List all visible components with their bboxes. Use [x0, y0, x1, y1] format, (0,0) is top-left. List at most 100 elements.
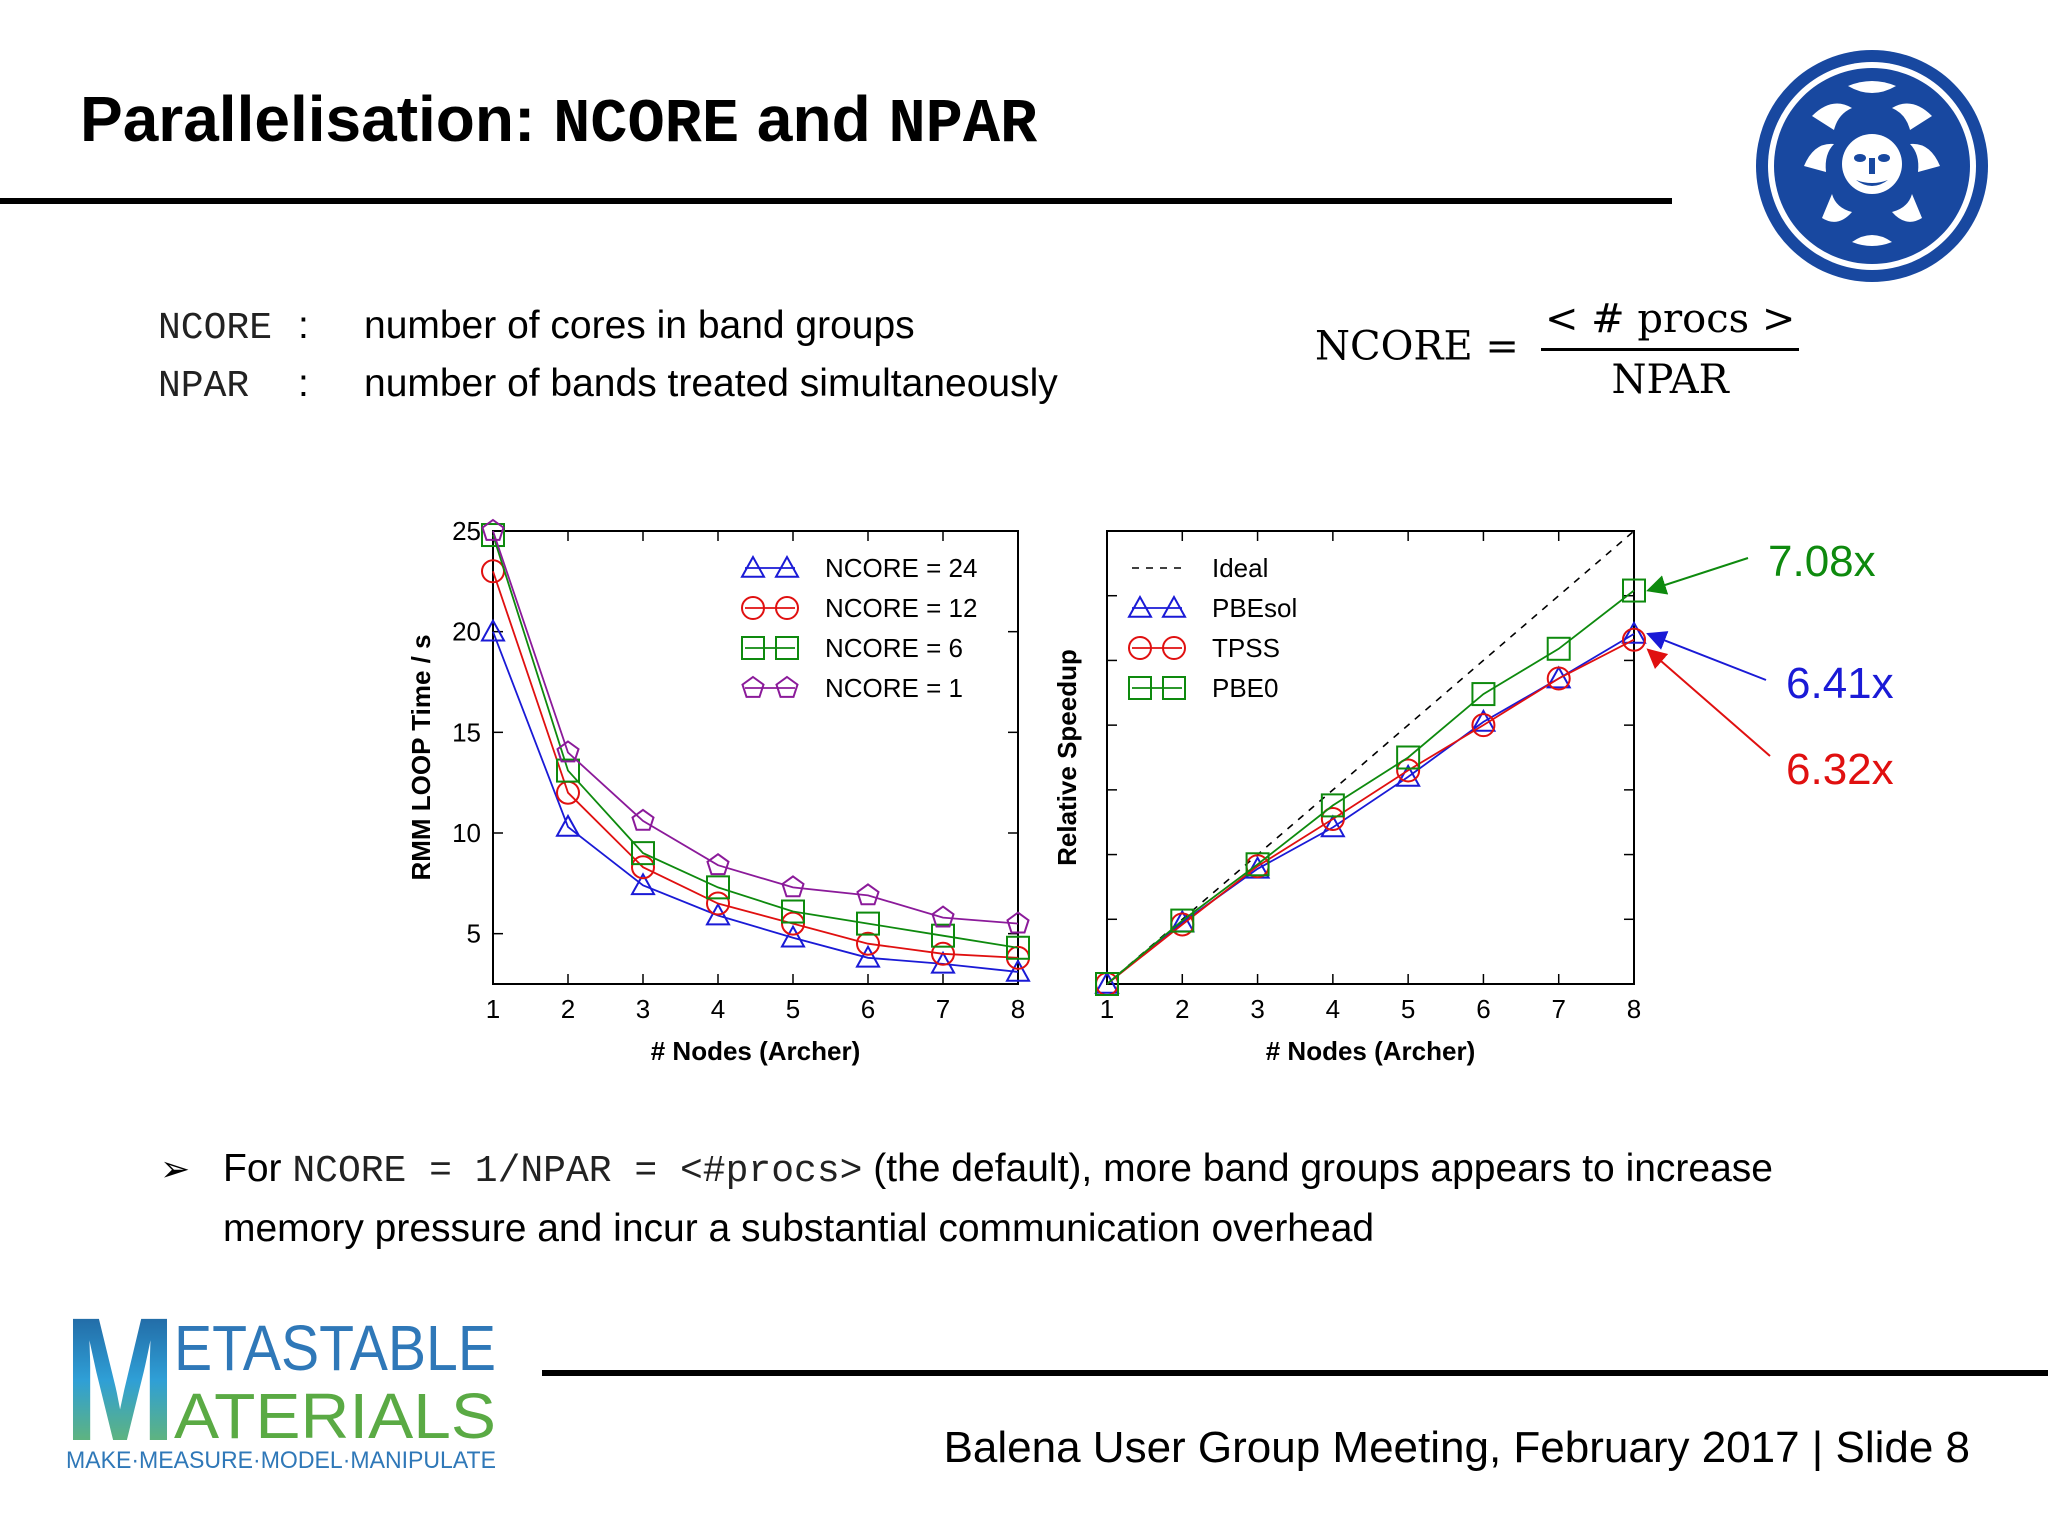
data-point [1471, 682, 1496, 707]
legend-label: PBEsol [1212, 593, 1297, 623]
data-point [555, 813, 581, 837]
legend-marker [775, 596, 799, 620]
legend-label: NCORE = 24 [825, 553, 977, 583]
legend-label: NCORE = 12 [825, 593, 977, 623]
legend-label: NCORE = 1 [825, 673, 963, 703]
y-axis-label: Relative Speedup [1052, 649, 1082, 866]
x-tick-label: 4 [1326, 994, 1340, 1024]
x-tick-label: 3 [1250, 994, 1264, 1024]
annotation-arrow [1646, 631, 1767, 681]
data-point [931, 923, 955, 948]
data-point [1396, 745, 1421, 770]
x-axis-label: # Nodes (Archer) [651, 1036, 861, 1066]
data-point [1621, 620, 1647, 644]
definition-desc: number of cores in band groups [364, 304, 915, 347]
legend-marker [1162, 636, 1186, 660]
legend-marker [740, 554, 766, 578]
data-point [1471, 713, 1496, 738]
legend-marker [775, 636, 799, 660]
data-point [780, 924, 806, 948]
x-tick-label: 3 [636, 994, 650, 1024]
x-tick-label: 7 [936, 994, 950, 1024]
speedup-annotation: 6.32x [1786, 745, 1894, 794]
y-tick-label: 10 [452, 818, 481, 848]
data-point [1245, 852, 1270, 877]
formula-numerator: < # procs > [1540, 296, 1800, 351]
data-point [631, 855, 655, 880]
definition-colon: : [298, 362, 309, 405]
title-code-npar: NPAR [888, 89, 1038, 160]
data-point [1005, 958, 1031, 982]
annotation-arrow [1646, 648, 1771, 757]
legend-marker [1127, 594, 1153, 618]
annotation-arrow [1646, 557, 1749, 595]
data-point [1546, 665, 1572, 689]
legend-marker [1161, 594, 1187, 618]
data-point [856, 883, 880, 906]
bullet-text: For NCORE = 1/NPAR = <#procs> (the defau… [223, 1140, 1800, 1257]
x-tick-label: 5 [1401, 994, 1415, 1024]
logo-line1: ETASTABLE [174, 1312, 496, 1384]
data-point [856, 931, 880, 956]
x-tick-label: 6 [861, 994, 875, 1024]
definitions-list: NCORE: number of cores in band groups NPA… [158, 298, 1058, 414]
x-tick-label: 4 [711, 994, 725, 1024]
x-tick-label: 8 [1011, 994, 1025, 1024]
data-point [1320, 793, 1345, 818]
metastable-materials-logo: M ETASTABLE ATERIALS MAKE·MEASURE·MODEL·… [64, 1306, 496, 1474]
data-point [481, 523, 505, 548]
data-point [556, 758, 580, 783]
data-point [855, 944, 881, 968]
data-point [781, 875, 805, 898]
legend-label: NCORE = 6 [825, 633, 963, 663]
x-axis-label: # Nodes (Archer) [1266, 1036, 1476, 1066]
x-tick-label: 2 [561, 994, 575, 1024]
data-point [630, 872, 656, 896]
bullet-rest: (the default), more band groups appears … [223, 1147, 1773, 1250]
data-point [1170, 908, 1195, 933]
x-tick-label: 8 [1627, 994, 1641, 1024]
data-point [631, 808, 655, 831]
legend-marker [741, 596, 765, 620]
legend-marker [741, 675, 765, 698]
data-point [1622, 627, 1646, 652]
footer-text: Balena User Group Meeting, February 2017… [943, 1423, 1970, 1472]
data-point [481, 518, 505, 541]
legend-marker [741, 636, 765, 660]
university-seal-icon [1756, 50, 1988, 282]
speedup-annotation: 6.41x [1786, 659, 1894, 708]
data-point [706, 875, 730, 900]
bullet-arrow-icon: ➢ [160, 1148, 191, 1189]
formula-fraction: < # procs > NPAR [1540, 296, 1800, 403]
ncore-formula: NCORE = < # procs > NPAR [1315, 296, 1800, 403]
data-point [1006, 911, 1030, 934]
bullet-code: NCORE = 1/NPAR = <#procs> [292, 1150, 863, 1193]
logo-line2: ATERIALS [174, 1380, 496, 1452]
legend-label: TPSS [1212, 633, 1280, 663]
series-line [1106, 530, 1635, 985]
data-point [1320, 806, 1345, 831]
bullet-point: ➢ For NCORE = 1/NPAR = <#procs> (the def… [160, 1140, 1800, 1257]
definition-npar: NPAR: number of bands treated simultaneou… [158, 356, 1058, 414]
data-point [1546, 636, 1571, 661]
data-point [1006, 935, 1030, 960]
data-point [1395, 763, 1421, 787]
data-point [706, 852, 730, 876]
title-underline [0, 198, 1672, 204]
title-mid: and [739, 83, 889, 155]
data-point [1622, 578, 1646, 603]
definition-colon: : [298, 304, 309, 347]
data-point [931, 941, 955, 966]
plot-frame [492, 530, 1019, 985]
x-tick-label: 1 [1100, 994, 1114, 1024]
data-point [631, 841, 655, 866]
logo-initial: M [64, 1306, 176, 1474]
x-tick-label: 1 [486, 994, 500, 1024]
y-axis-label: RMM LOOP Time / s [406, 634, 436, 880]
plot-frame [1106, 530, 1635, 985]
series-line [492, 571, 1019, 959]
data-point [1320, 814, 1346, 838]
legend-marker [775, 675, 799, 698]
formula-lhs: NCORE = [1315, 323, 1519, 370]
speedup-annotation: 7.08x [1768, 537, 1876, 586]
